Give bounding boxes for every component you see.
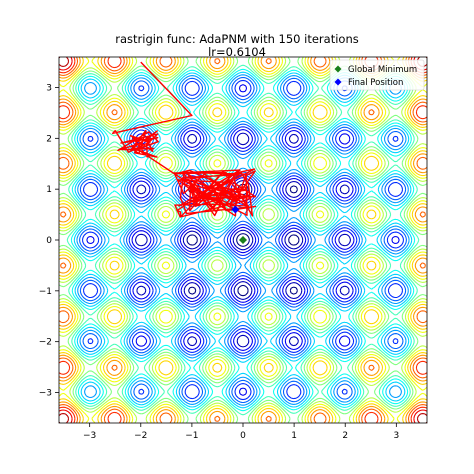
- contour-level: [59, 57, 427, 423]
- x-axis: −3 −2 −1 0 1 2 3: [83, 423, 399, 441]
- contour-level: [59, 57, 427, 423]
- legend-global-minimum-marker: [334, 65, 342, 73]
- contour-lines: [59, 57, 427, 423]
- global-minimum-marker: [239, 236, 247, 244]
- x-tick-label: −3: [83, 431, 96, 441]
- y-tick-label: −3: [39, 389, 52, 399]
- legend-final-position-label: Final Position: [348, 78, 403, 88]
- y-tick-label: 2: [46, 134, 52, 144]
- y-axis: −3 −2 −1 0 1 2 3: [39, 84, 59, 399]
- contour-level: [134, 132, 352, 348]
- contour-level: [73, 71, 413, 409]
- x-tick-label: −2: [134, 431, 147, 441]
- contour-level: [59, 57, 427, 423]
- contour-level: [59, 57, 427, 423]
- y-tick-label: −2: [39, 338, 52, 348]
- legend-final-position-marker: [334, 78, 342, 86]
- final-position-marker: [231, 205, 240, 214]
- y-tick-label: 1: [46, 185, 52, 195]
- x-tick-label: −1: [185, 431, 198, 441]
- path-line: [112, 61, 257, 218]
- x-tick-label: 1: [291, 431, 297, 441]
- chart-subtitle: lr=0.6104: [208, 45, 266, 59]
- legend-global-minimum-label: Global Minimum: [348, 65, 417, 75]
- y-tick-label: −1: [39, 287, 52, 297]
- contour-level: [59, 57, 427, 423]
- legend-box: [329, 59, 425, 91]
- chart-title: rastrigin func: AdaPNM with 150 iteratio…: [115, 32, 359, 46]
- contour-level: [70, 68, 416, 412]
- contour-level: [186, 183, 300, 297]
- y-tick-label: 3: [46, 84, 52, 94]
- x-tick-label: 0: [240, 431, 246, 441]
- point-markers: [231, 205, 247, 244]
- x-tick-label: 2: [342, 431, 348, 441]
- x-tick-label: 3: [393, 431, 399, 441]
- optimizer-path: [112, 61, 257, 218]
- y-tick-label: 0: [46, 236, 52, 246]
- legend: Global Minimum Final Position: [329, 59, 425, 91]
